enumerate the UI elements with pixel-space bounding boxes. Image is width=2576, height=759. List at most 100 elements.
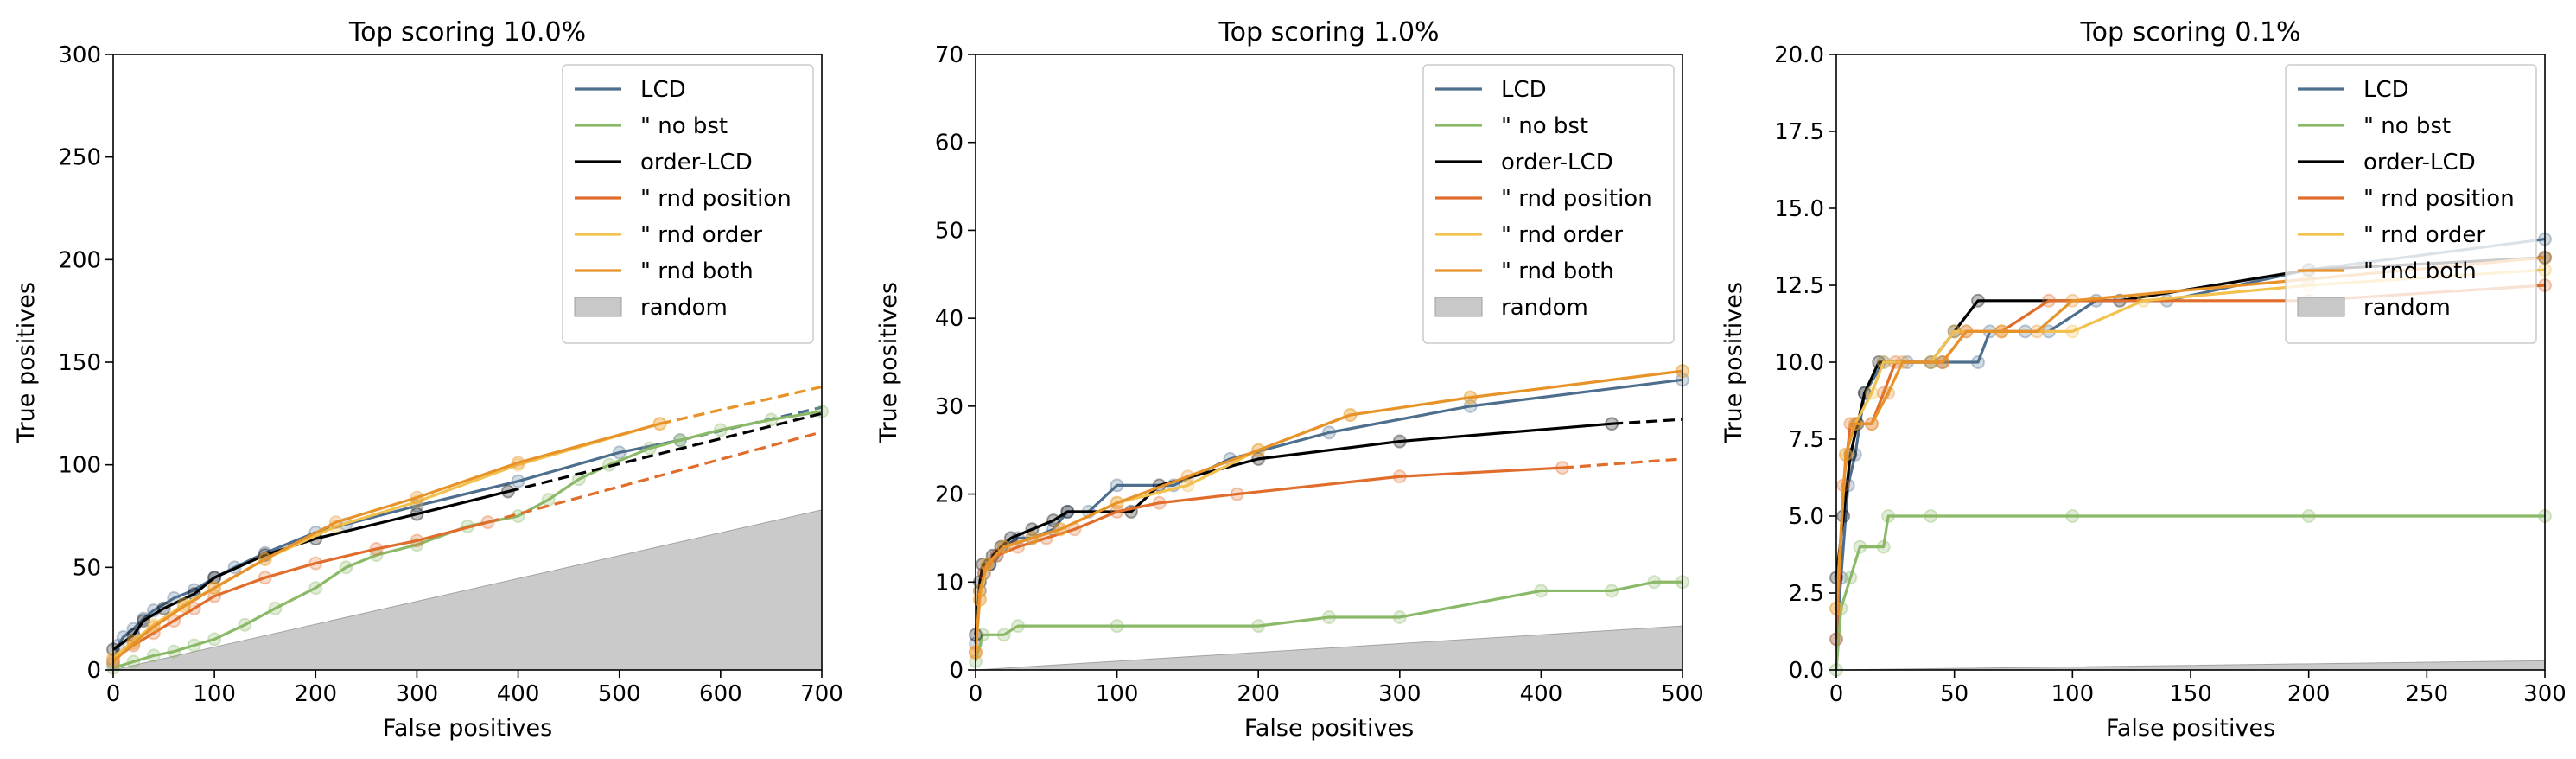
y-tick-label: 60: [935, 131, 964, 156]
legend-label: " no bst: [2363, 113, 2451, 139]
legend-swatch: [1434, 297, 1483, 317]
y-tick-label: 20.0: [1774, 42, 1824, 68]
x-tick-label: 150: [2169, 681, 2212, 707]
data-point: [126, 636, 141, 651]
y-tick-label: 40: [935, 306, 964, 332]
legend-label: " rnd order: [1501, 222, 1623, 248]
x-tick-label: 400: [1520, 681, 1563, 707]
y-tick-label: 0.0: [1789, 658, 1824, 684]
axes-frame: [975, 54, 1683, 671]
data-point: [258, 571, 272, 585]
data-point: [1251, 619, 1266, 634]
y-axis-label: True positives: [875, 282, 902, 443]
data-point: [764, 412, 779, 427]
legend-label: LCD: [2363, 77, 2409, 103]
random-area: [1835, 660, 2546, 671]
data-point: [1853, 539, 1867, 554]
x-axis-label: False positives: [383, 715, 552, 742]
data-point: [2136, 293, 2151, 308]
x-tick-label: 100: [193, 681, 236, 707]
data-point: [167, 644, 181, 659]
chart-title: Top scoring 10.0%: [348, 17, 586, 48]
data-point: [308, 581, 323, 596]
y-tick-label: 15.0: [1774, 196, 1824, 222]
y-tick-label: 50: [73, 555, 101, 581]
data-point: [1110, 495, 1124, 510]
legend-frame: [2285, 64, 2537, 344]
data-point: [2301, 509, 2316, 523]
data-point: [207, 632, 222, 647]
data-point: [1936, 355, 1949, 369]
legend-swatch: [574, 297, 622, 317]
legend-label: random: [640, 295, 728, 321]
series-dashed-line: [1562, 457, 1683, 469]
series-3: [969, 457, 1683, 660]
x-tick-label: 250: [2406, 681, 2449, 707]
data-point: [972, 584, 987, 598]
data-point: [612, 445, 627, 460]
data-point: [410, 507, 424, 521]
data-point: [1647, 575, 1662, 590]
legend-swatch: [2297, 297, 2345, 317]
y-tick-label: 5.0: [1789, 504, 1824, 530]
data-point: [238, 617, 252, 632]
chart-title: Top scoring 1.0%: [1218, 17, 1439, 48]
y-tick-label: 17.5: [1774, 119, 1824, 145]
data-point: [1343, 408, 1358, 423]
data-point: [2042, 293, 2056, 308]
series-dashed-line: [507, 411, 823, 494]
data-point: [541, 493, 556, 507]
legend-label: " rnd both: [1501, 258, 1614, 284]
legend-label: random: [1501, 295, 1588, 321]
y-tick-label: 50: [935, 218, 964, 244]
data-point: [1180, 478, 1195, 493]
data-point: [1876, 355, 1891, 369]
data-point: [1947, 324, 1962, 339]
legend: LCD " no bst order-LCD " rnd position " rnd …: [562, 64, 814, 344]
series-line: [112, 489, 509, 651]
y-tick-label: 30: [935, 394, 964, 420]
data-point: [1053, 522, 1068, 537]
y-tick-label: 2.5: [1789, 581, 1824, 607]
x-axis-label: False positives: [2106, 715, 2275, 742]
legend-label: " no bst: [1501, 113, 1588, 139]
data-point: [410, 490, 424, 505]
x-axis-label: False positives: [1244, 715, 1414, 742]
panel-top-0.1pct: 0 50 100 150 200 250 300 0.0 2.5 5.0 7.5 10.0 12.5 15…: [1721, 17, 2566, 742]
data-point: [308, 556, 323, 571]
panel-top-1pct: 0 100 200 300 400 500 0 10 20 30 40 50 60 70 Top scori…: [875, 17, 1704, 742]
data-point: [2065, 324, 2080, 339]
data-point: [1180, 469, 1195, 484]
data-point: [1251, 451, 1266, 466]
data-point: [1392, 469, 1407, 484]
y-axis-label: True positives: [13, 282, 40, 443]
legend-label: random: [2363, 295, 2451, 321]
legend-label: LCD: [640, 77, 686, 103]
data-point: [642, 441, 657, 456]
y-tick-label: 0: [949, 658, 964, 684]
data-point: [1895, 355, 1910, 369]
data-point: [1848, 417, 1862, 431]
legend-label: order-LCD: [2363, 150, 2476, 175]
x-tick-label: 100: [1096, 681, 1139, 707]
data-point: [1251, 443, 1266, 457]
data-point: [2065, 509, 2080, 523]
y-tick-label: 200: [58, 247, 101, 273]
data-point: [207, 571, 222, 585]
legend: LCD " no bst order-LCD " rnd position " rnd …: [1422, 64, 1675, 344]
data-point: [511, 474, 525, 488]
series-line: [1835, 256, 2546, 609]
data-point: [1110, 504, 1124, 519]
data-point: [2030, 324, 2045, 339]
x-tick-label: 300: [1378, 681, 1422, 707]
legend-label: " rnd both: [2363, 258, 2477, 284]
data-point: [137, 611, 151, 626]
data-point: [1463, 390, 1478, 405]
data-point: [126, 654, 141, 669]
data-point: [369, 541, 384, 556]
chart-title: Top scoring 0.1%: [2079, 17, 2300, 48]
legend-label: " rnd position: [640, 186, 792, 212]
legend-label: " no bst: [640, 113, 728, 139]
y-tick-label: 250: [58, 145, 101, 171]
